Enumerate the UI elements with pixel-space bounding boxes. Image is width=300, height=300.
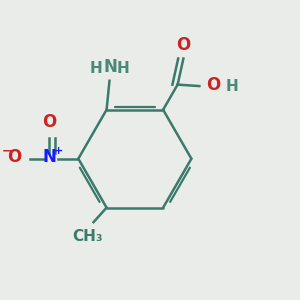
Text: N: N [42,148,56,166]
Text: O: O [176,36,190,54]
Text: H: H [226,79,238,94]
Text: H: H [90,61,103,76]
Text: N: N [103,58,117,76]
Text: −: − [2,144,13,157]
Text: CH₃: CH₃ [72,230,103,244]
Text: +: + [54,146,63,156]
Text: O: O [207,76,221,94]
Text: H: H [117,61,130,76]
Text: O: O [8,148,22,166]
Text: O: O [42,113,56,131]
